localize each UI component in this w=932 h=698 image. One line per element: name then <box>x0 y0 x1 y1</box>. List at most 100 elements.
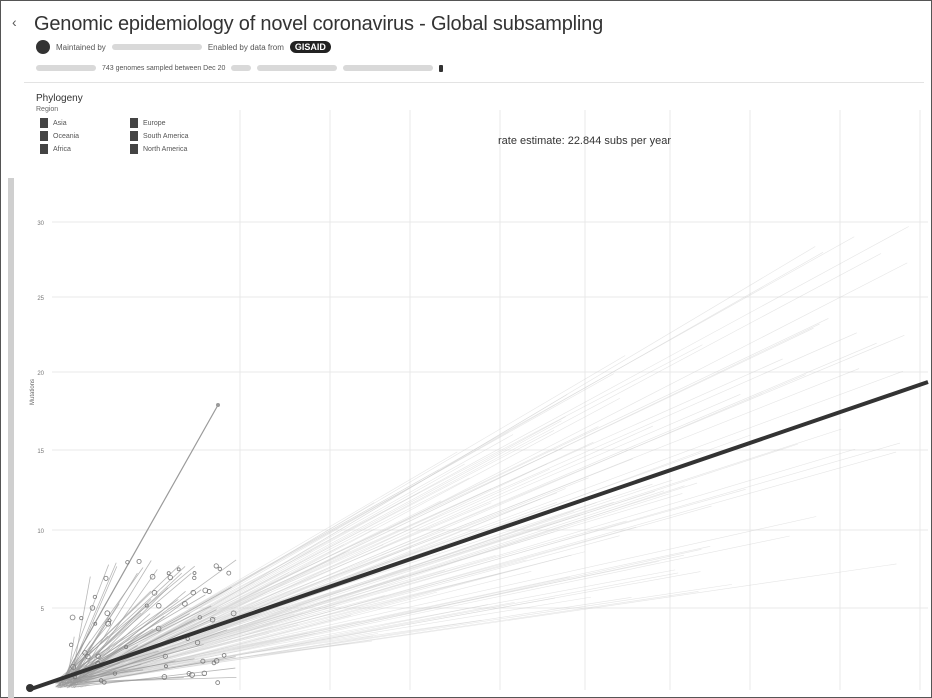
maintainer-link[interactable] <box>111 44 202 50</box>
tip-marker <box>136 558 142 564</box>
tip-marker <box>192 571 197 575</box>
legend-label: Africa <box>53 145 71 153</box>
legend-label: Europe <box>143 119 166 127</box>
tip-marker <box>95 653 101 659</box>
legend-swatch <box>130 144 138 154</box>
tip-marker <box>215 680 221 686</box>
branch-line <box>56 565 180 684</box>
fan-line <box>64 563 897 686</box>
tip-marker <box>107 618 112 623</box>
tip-marker <box>197 615 202 620</box>
gisaid-badge[interactable]: GISAID <box>289 41 331 53</box>
tip-marker <box>103 575 109 581</box>
tip-marker <box>151 590 158 596</box>
fan-line <box>73 355 626 680</box>
tip-marker <box>68 642 74 648</box>
branch-line <box>62 648 111 687</box>
tip-marker <box>93 621 98 626</box>
tip-marker <box>190 589 196 596</box>
tip-marker <box>213 658 220 664</box>
tip-marker <box>156 603 162 609</box>
tip-marker <box>79 616 84 621</box>
fan-line <box>66 428 842 681</box>
tip-marker <box>167 574 173 581</box>
legend-item-africa[interactable]: Africa <box>40 144 130 154</box>
fan-line <box>82 558 463 682</box>
tip-marker <box>124 645 129 649</box>
tip-marker <box>104 610 111 616</box>
page-title: Genomic epidemiology of novel coronaviru… <box>34 13 604 35</box>
regression-line <box>27 380 929 692</box>
legend-item-europe[interactable]: Europe <box>130 118 220 128</box>
summary-prefix <box>36 65 96 71</box>
tip-marker <box>149 573 156 580</box>
y-tick-label: 10 <box>37 529 44 535</box>
legend-swatch <box>40 144 48 154</box>
tip-marker <box>206 589 212 595</box>
root-node <box>26 684 34 692</box>
fan-line <box>66 510 575 687</box>
fan-line <box>77 246 816 687</box>
maintained-by-label: Maintained by <box>56 42 106 52</box>
panel-title: Phylogeny <box>36 93 83 104</box>
legend-swatch <box>40 131 48 141</box>
fan-line <box>66 252 824 684</box>
chevron-left-icon[interactable]: ‹ <box>12 14 17 30</box>
tip-marker <box>69 614 76 621</box>
legend-label: South America <box>143 132 189 140</box>
legend-swatch <box>130 118 138 128</box>
branch-line <box>73 618 196 682</box>
tip-marker <box>182 600 188 607</box>
branch-line <box>71 655 167 687</box>
tip-marker <box>189 672 195 678</box>
tip-marker <box>221 653 227 658</box>
tip-marker <box>85 653 91 660</box>
tip-marker <box>192 575 197 581</box>
tip-marker <box>162 653 168 659</box>
tip-marker <box>89 605 96 611</box>
summary-date <box>231 65 252 71</box>
enabled-by-label: Enabled by data from <box>207 42 284 52</box>
branch-line <box>63 647 176 687</box>
legend-item-oceania[interactable]: Oceania <box>40 131 130 141</box>
tip-marker <box>213 563 219 569</box>
y-tick-label: 5 <box>41 607 45 613</box>
legend-swatch <box>130 131 138 141</box>
legend-label: Asia <box>53 119 67 127</box>
branch-line <box>57 656 236 689</box>
tip-marker <box>186 671 192 676</box>
tip-marker <box>200 658 206 664</box>
tip-marker <box>92 594 97 600</box>
tip-marker <box>202 587 209 594</box>
outlier-branch <box>59 404 219 686</box>
fan-line <box>82 554 684 683</box>
legend-item-north-america[interactable]: North America <box>130 144 220 154</box>
tip-marker <box>112 671 118 676</box>
fan-line <box>68 477 470 684</box>
sidebar-edge[interactable] <box>8 178 14 698</box>
legend-title[interactable]: Region <box>36 106 59 113</box>
info-icon[interactable] <box>439 64 444 72</box>
rate-estimate: rate estimate: 22.844 subs per year <box>498 135 672 147</box>
fan-line <box>71 488 492 681</box>
y-tick-label: 25 <box>37 296 44 302</box>
summary-suffix <box>343 65 434 71</box>
tip-marker <box>201 670 208 676</box>
sampling-text: 743 genomes sampled between Dec 20 <box>102 64 226 72</box>
legend-item-asia[interactable]: Asia <box>40 118 130 128</box>
sampling-summary: 743 genomes sampled between Dec 20 <box>36 63 444 73</box>
fan-line <box>77 463 548 688</box>
y-axis-label: Mutations <box>30 378 36 405</box>
fan-line <box>57 569 676 686</box>
fan-line <box>81 451 897 682</box>
fan-line <box>59 535 790 689</box>
legend-item-south-america[interactable]: South America <box>130 131 220 141</box>
tip-marker <box>166 571 171 576</box>
summary-authors <box>257 65 338 71</box>
tip-marker <box>194 639 201 646</box>
legend-label: North America <box>143 145 188 153</box>
outlier-tip <box>216 403 220 407</box>
fan-line <box>55 488 746 684</box>
branch-line <box>56 669 144 682</box>
